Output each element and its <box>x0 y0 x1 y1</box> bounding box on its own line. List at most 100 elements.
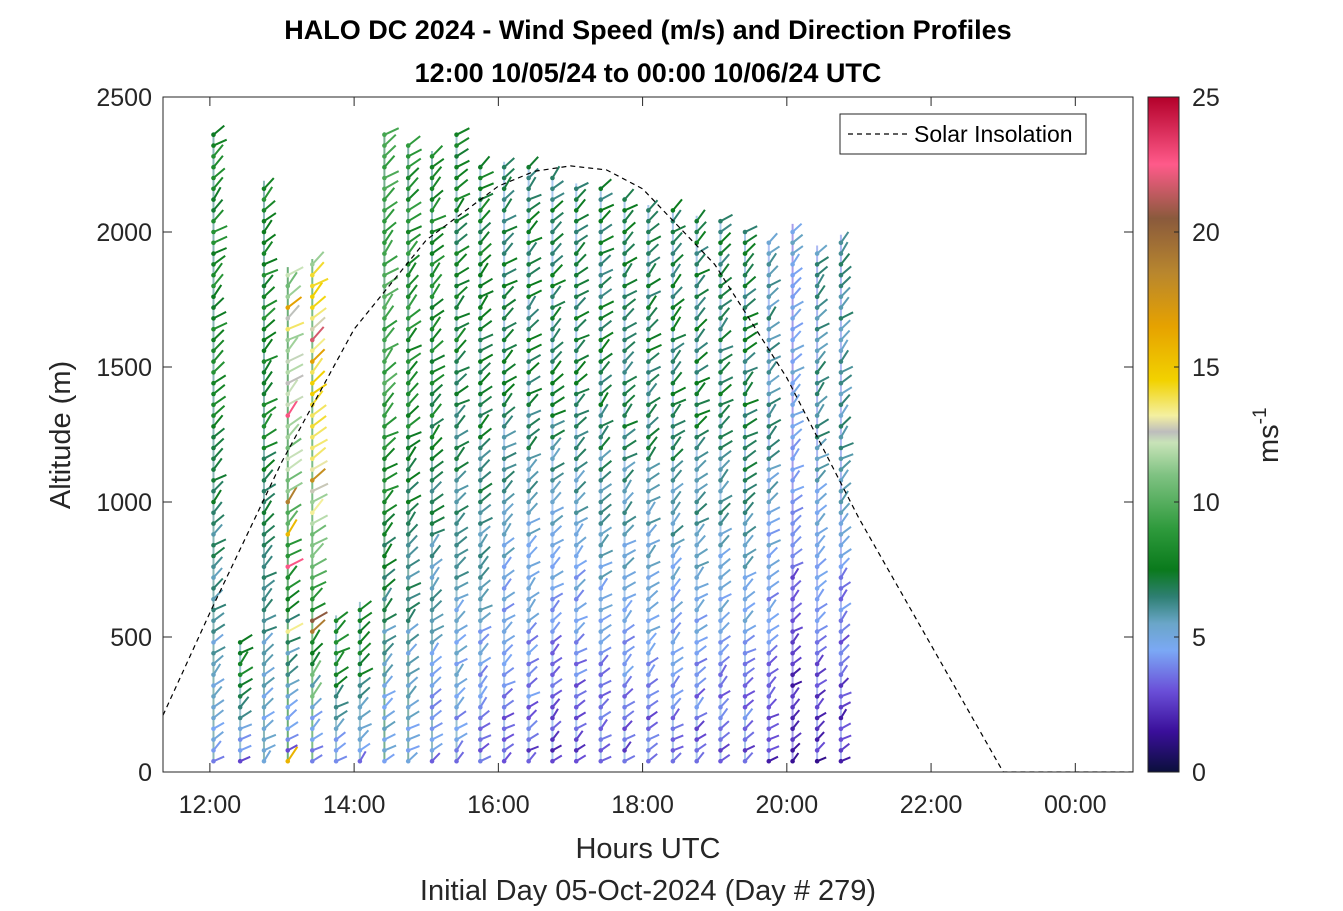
wind-barb-dot <box>742 607 748 613</box>
wind-barb-dot <box>405 586 411 591</box>
wind-barb <box>407 360 418 374</box>
wind-barb-dot <box>598 402 604 408</box>
wind-barb-dot <box>285 467 291 472</box>
wind-barb-dot <box>405 650 411 656</box>
wind-barb-dot <box>526 521 531 526</box>
wind-barb <box>431 424 441 438</box>
wind-barb-dot <box>237 640 243 645</box>
wind-barb-dot <box>814 326 820 332</box>
wind-barb-dot <box>718 542 723 548</box>
wind-barb-dot <box>622 240 627 246</box>
wind-barb-dot <box>478 478 483 483</box>
wind-barb-dot <box>598 629 604 634</box>
wind-barb-dot <box>211 186 216 192</box>
wind-barb <box>263 241 274 255</box>
wind-barb <box>311 404 327 417</box>
wind-barb <box>431 316 442 330</box>
wind-barb-dot <box>742 596 748 602</box>
wind-barb-dot <box>766 650 772 656</box>
wind-barb-dot <box>550 283 555 289</box>
wind-barb-dot <box>211 456 216 462</box>
wind-barb <box>407 392 419 406</box>
wind-barb-dot <box>550 434 555 440</box>
wind-barb <box>623 403 633 417</box>
wind-barb-dot <box>526 748 531 753</box>
wind-barb-dot <box>790 488 795 494</box>
wind-barb-dot <box>429 532 435 537</box>
wind-barb-dot <box>670 629 676 634</box>
wind-barb-dot <box>718 596 723 602</box>
wind-barb-dot <box>598 575 604 580</box>
wind-barb-dot <box>550 737 555 742</box>
wind-barb-dot <box>309 618 315 624</box>
wind-barb <box>623 231 634 244</box>
wind-barb-dot <box>742 348 748 354</box>
wind-barb-dot <box>382 175 387 181</box>
wind-barb-dot <box>573 445 579 451</box>
wind-barb-dot <box>694 532 699 537</box>
y-tick-label: 1500 <box>96 354 152 382</box>
wind-barb-dot <box>382 532 387 537</box>
wind-barb-dot <box>670 499 676 505</box>
wind-barb <box>503 328 515 341</box>
wind-barb <box>599 436 611 449</box>
wind-barb <box>672 253 684 266</box>
wind-barb-dot <box>382 737 387 742</box>
wind-barb-dot <box>309 521 315 526</box>
wind-barb-dot <box>766 510 772 516</box>
wind-barb <box>720 398 734 406</box>
wind-barb-dot <box>670 380 676 386</box>
wind-barb-dot <box>357 694 363 699</box>
wind-barb-dot <box>646 650 651 656</box>
wind-barb-dot <box>382 305 387 310</box>
wind-barb-dot <box>742 650 748 656</box>
wind-barb <box>455 339 467 352</box>
wind-barb-dot <box>718 456 723 462</box>
plot-frame <box>162 96 1134 773</box>
wind-barb-dot <box>718 726 723 732</box>
wind-barb-dot <box>814 445 820 451</box>
wind-barb-dot <box>501 564 507 570</box>
wind-barb <box>672 371 683 384</box>
wind-barb-dot <box>598 672 604 678</box>
wind-barb <box>359 600 373 611</box>
wind-barb-dot <box>573 467 579 472</box>
wind-barb <box>263 428 277 439</box>
wind-barb-dot <box>766 434 772 440</box>
wind-profile <box>382 127 400 764</box>
wind-barb-dot <box>405 413 411 418</box>
wind-barb-dot <box>285 402 291 408</box>
wind-barb-dot <box>814 262 820 267</box>
wind-barb <box>383 513 396 525</box>
wind-barb-dot <box>670 467 676 472</box>
wind-barb-dot <box>526 370 531 375</box>
wind-barb-dot <box>550 456 555 462</box>
wind-barb-dot <box>261 715 267 721</box>
wind-barb <box>623 262 633 276</box>
wind-barb-dot <box>598 694 604 699</box>
wind-barb-dot <box>526 726 531 732</box>
wind-barb-dot <box>309 683 315 688</box>
wind-barb-dot <box>478 683 483 688</box>
wind-barb <box>407 446 417 460</box>
wind-barb <box>503 257 518 266</box>
wind-barb <box>311 277 329 287</box>
wind-barb-dot <box>814 283 820 289</box>
wind-barb-dot <box>718 283 723 289</box>
wind-barb-dot <box>598 758 604 764</box>
wind-barb-dot <box>478 596 483 602</box>
wind-barb-dot <box>333 726 339 732</box>
wind-barb <box>431 176 442 190</box>
wind-barb <box>479 308 492 320</box>
wind-barb <box>600 178 612 190</box>
wind-barb <box>287 589 300 600</box>
wind-barb-dot <box>766 564 772 570</box>
wind-barb-dot <box>598 229 604 235</box>
wind-barb-dot <box>211 445 216 451</box>
wind-barb <box>479 170 495 179</box>
wind-barb-dot <box>454 326 459 332</box>
wind-barb-dot <box>261 208 267 213</box>
wind-barb-dot <box>718 467 723 472</box>
wind-barb-dot <box>550 197 555 202</box>
wind-barb <box>575 266 589 277</box>
